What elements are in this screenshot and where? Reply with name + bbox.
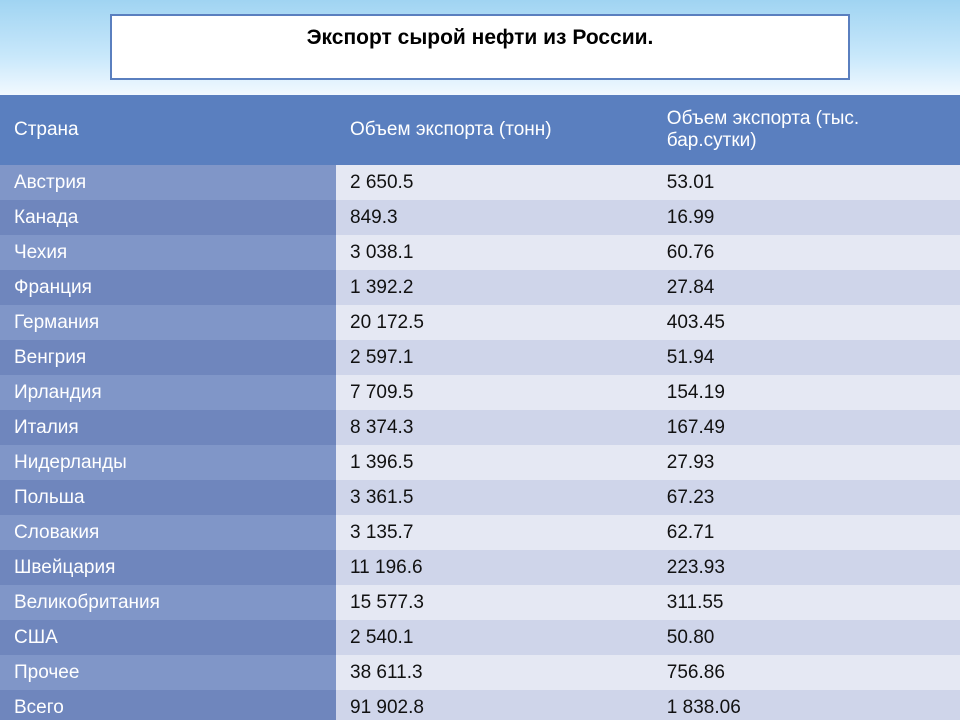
cell-bpd: 311.55 <box>653 585 960 620</box>
cell-tons: 2 597.1 <box>336 340 653 375</box>
table-row: Венгрия2 597.151.94 <box>0 340 960 375</box>
table-row: Словакия3 135.762.71 <box>0 515 960 550</box>
cell-country: Чехия <box>0 235 336 270</box>
export-table: Страна Объем экспорта (тонн) Объем экспо… <box>0 95 960 720</box>
table-header: Страна Объем экспорта (тонн) Объем экспо… <box>0 95 960 165</box>
table-row: Чехия3 038.160.76 <box>0 235 960 270</box>
cell-country: Италия <box>0 410 336 445</box>
cell-tons: 91 902.8 <box>336 690 653 720</box>
cell-country: США <box>0 620 336 655</box>
cell-bpd: 167.49 <box>653 410 960 445</box>
cell-country: Германия <box>0 305 336 340</box>
cell-bpd: 756.86 <box>653 655 960 690</box>
cell-country: Польша <box>0 480 336 515</box>
cell-bpd: 53.01 <box>653 165 960 200</box>
table-row: Австрия2 650.553.01 <box>0 165 960 200</box>
table-row: Швейцария11 196.6223.93 <box>0 550 960 585</box>
cell-tons: 15 577.3 <box>336 585 653 620</box>
cell-country: Словакия <box>0 515 336 550</box>
cell-bpd: 154.19 <box>653 375 960 410</box>
cell-bpd: 51.94 <box>653 340 960 375</box>
cell-bpd: 60.76 <box>653 235 960 270</box>
cell-tons: 38 611.3 <box>336 655 653 690</box>
table-header-row: Страна Объем экспорта (тонн) Объем экспо… <box>0 95 960 165</box>
cell-country: Ирландия <box>0 375 336 410</box>
cell-bpd: 67.23 <box>653 480 960 515</box>
cell-country: Венгрия <box>0 340 336 375</box>
cell-country: Австрия <box>0 165 336 200</box>
cell-tons: 1 396.5 <box>336 445 653 480</box>
table-body: Австрия2 650.553.01Канада849.316.99Чехия… <box>0 165 960 720</box>
cell-country: Великобритания <box>0 585 336 620</box>
cell-country: Канада <box>0 200 336 235</box>
table-row: США2 540.150.80 <box>0 620 960 655</box>
col-country: Страна <box>0 95 336 165</box>
table-row: Польша3 361.567.23 <box>0 480 960 515</box>
table-row: Германия20 172.5403.45 <box>0 305 960 340</box>
cell-country: Прочее <box>0 655 336 690</box>
cell-bpd: 403.45 <box>653 305 960 340</box>
cell-tons: 8 374.3 <box>336 410 653 445</box>
cell-tons: 20 172.5 <box>336 305 653 340</box>
col-tons: Объем экспорта (тонн) <box>336 95 653 165</box>
cell-country: Франция <box>0 270 336 305</box>
table-row: Великобритания15 577.3311.55 <box>0 585 960 620</box>
title-banner: Экспорт сырой нефти из России. <box>0 0 960 95</box>
col-bpd: Объем экспорта (тыс. бар.сутки) <box>653 95 960 165</box>
page-title: Экспорт сырой нефти из России. <box>307 26 654 50</box>
title-box: Экспорт сырой нефти из России. <box>110 14 850 80</box>
cell-tons: 3 361.5 <box>336 480 653 515</box>
cell-tons: 2 650.5 <box>336 165 653 200</box>
table-row: Нидерланды1 396.527.93 <box>0 445 960 480</box>
cell-bpd: 1 838.06 <box>653 690 960 720</box>
cell-tons: 7 709.5 <box>336 375 653 410</box>
cell-country: Всего <box>0 690 336 720</box>
cell-bpd: 27.84 <box>653 270 960 305</box>
table-row: Италия8 374.3167.49 <box>0 410 960 445</box>
cell-tons: 11 196.6 <box>336 550 653 585</box>
cell-bpd: 50.80 <box>653 620 960 655</box>
table-row: Прочее38 611.3756.86 <box>0 655 960 690</box>
cell-tons: 1 392.2 <box>336 270 653 305</box>
table-row: Ирландия7 709.5154.19 <box>0 375 960 410</box>
table-row: Франция1 392.227.84 <box>0 270 960 305</box>
table-row: Всего91 902.81 838.06 <box>0 690 960 720</box>
cell-tons: 3 038.1 <box>336 235 653 270</box>
cell-bpd: 62.71 <box>653 515 960 550</box>
cell-bpd: 223.93 <box>653 550 960 585</box>
cell-tons: 2 540.1 <box>336 620 653 655</box>
cell-bpd: 27.93 <box>653 445 960 480</box>
cell-country: Швейцария <box>0 550 336 585</box>
cell-bpd: 16.99 <box>653 200 960 235</box>
cell-tons: 3 135.7 <box>336 515 653 550</box>
table-row: Канада849.316.99 <box>0 200 960 235</box>
cell-country: Нидерланды <box>0 445 336 480</box>
cell-tons: 849.3 <box>336 200 653 235</box>
